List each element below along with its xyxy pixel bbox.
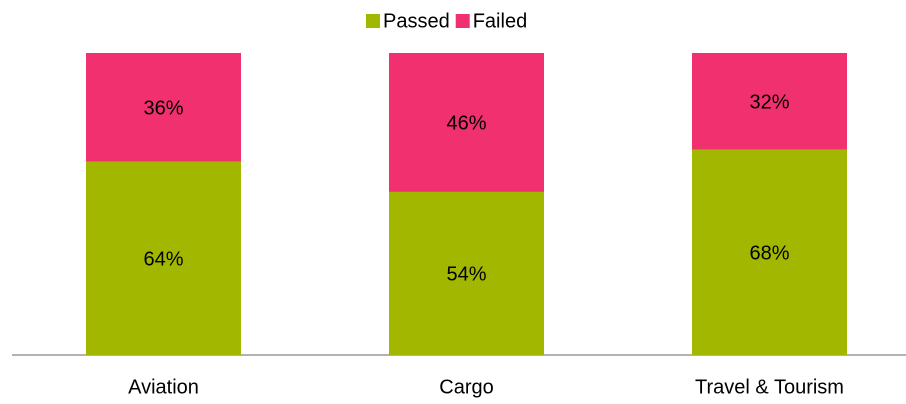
data-label: 64% (143, 249, 183, 271)
data-label: 54% (446, 264, 486, 286)
x-tick-label: Travel & Tourism (695, 376, 844, 398)
legend-swatch (455, 14, 470, 28)
legend-label: Passed (383, 10, 450, 32)
data-label: 68% (749, 243, 789, 265)
legend-label: Failed (473, 10, 527, 32)
bar-segment (389, 53, 544, 192)
data-label: 36% (143, 98, 183, 120)
bar-segment (692, 53, 847, 150)
legend-swatch (366, 14, 380, 28)
bar-segment (692, 149, 847, 355)
data-label: 46% (446, 113, 486, 135)
bar-segment (86, 161, 241, 355)
data-label: 32% (749, 92, 789, 114)
bar-segment (86, 53, 241, 162)
x-tick-label: Aviation (128, 376, 199, 398)
bar-segment (389, 191, 544, 355)
x-tick-label: Cargo (439, 376, 493, 398)
